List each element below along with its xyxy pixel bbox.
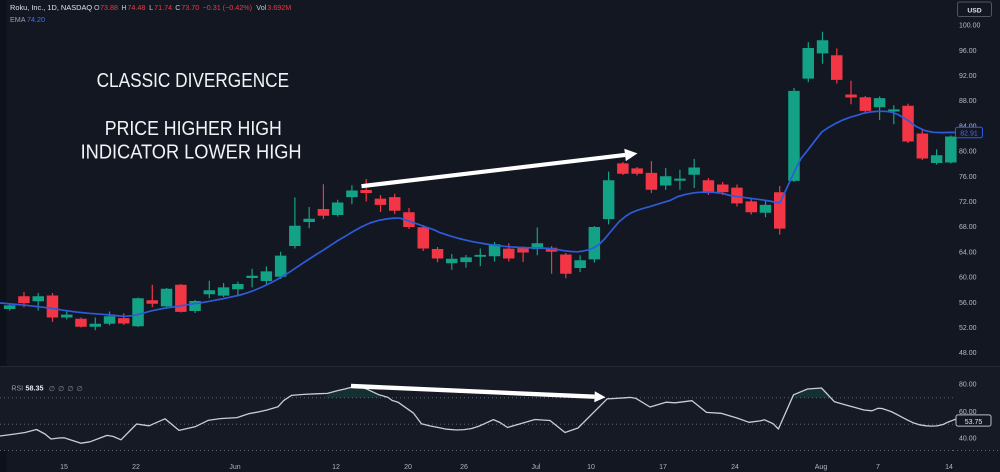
svg-text:15: 15 xyxy=(60,464,68,471)
svg-text:INDICATOR LOWER HIGH: INDICATOR LOWER HIGH xyxy=(81,142,302,164)
svg-text:52.00: 52.00 xyxy=(959,325,977,332)
svg-text:73.88: 73.88 xyxy=(100,3,118,12)
svg-text:Vol: Vol xyxy=(256,3,266,12)
svg-text:∅: ∅ xyxy=(67,386,73,393)
svg-text:22: 22 xyxy=(132,464,140,471)
svg-text:Jun: Jun xyxy=(229,464,240,471)
svg-text:24: 24 xyxy=(731,464,739,471)
svg-text:14: 14 xyxy=(945,464,953,471)
svg-text:17: 17 xyxy=(659,464,667,471)
svg-text:82.91: 82.91 xyxy=(960,131,978,138)
svg-text:L: L xyxy=(149,3,153,12)
svg-text:26: 26 xyxy=(460,464,468,471)
svg-text:−0.31 (−0.42%): −0.31 (−0.42%) xyxy=(203,3,253,12)
svg-text:80.00: 80.00 xyxy=(959,382,977,389)
svg-text:PRICE HIGHER HIGH: PRICE HIGHER HIGH xyxy=(105,118,282,140)
svg-text:72.00: 72.00 xyxy=(959,199,977,206)
svg-text:H: H xyxy=(121,3,126,12)
svg-text:Roku, Inc., 1D, NASDAQ: Roku, Inc., 1D, NASDAQ xyxy=(10,3,92,12)
svg-text:Aug: Aug xyxy=(815,464,828,471)
svg-text:7: 7 xyxy=(876,464,880,471)
svg-text:56.00: 56.00 xyxy=(959,300,977,307)
svg-text:96.00: 96.00 xyxy=(959,48,977,55)
svg-text:64.00: 64.00 xyxy=(959,249,977,256)
svg-text:RSI: RSI xyxy=(11,386,23,393)
svg-text:∅: ∅ xyxy=(58,386,64,393)
svg-text:76.00: 76.00 xyxy=(959,174,977,181)
svg-text:100.00: 100.00 xyxy=(959,23,981,30)
svg-text:73.70: 73.70 xyxy=(181,3,199,12)
svg-text:58.35: 58.35 xyxy=(26,384,44,393)
svg-text:40.00: 40.00 xyxy=(959,436,977,443)
svg-text:80.00: 80.00 xyxy=(959,149,977,156)
svg-text:74.48: 74.48 xyxy=(127,3,145,12)
svg-text:10: 10 xyxy=(587,464,595,471)
svg-text:71.74: 71.74 xyxy=(154,3,172,12)
svg-text:∅: ∅ xyxy=(77,386,83,393)
svg-text:12: 12 xyxy=(332,464,340,471)
svg-text:CLASSIC DIVERGENCE: CLASSIC DIVERGENCE xyxy=(97,70,290,92)
svg-text:C: C xyxy=(175,3,180,12)
svg-text:Jul: Jul xyxy=(532,464,541,471)
svg-text:O: O xyxy=(94,3,100,12)
svg-text:20: 20 xyxy=(404,464,412,471)
svg-text:74.20: 74.20 xyxy=(27,15,45,24)
svg-text:48.00: 48.00 xyxy=(959,350,977,357)
svg-text:88.00: 88.00 xyxy=(959,98,977,105)
svg-text:USD: USD xyxy=(967,7,981,14)
svg-text:60.00: 60.00 xyxy=(959,409,977,416)
svg-text:92.00: 92.00 xyxy=(959,73,977,80)
svg-text:EMA: EMA xyxy=(10,15,26,24)
svg-text:60.00: 60.00 xyxy=(959,275,977,282)
svg-text:68.00: 68.00 xyxy=(959,224,977,231)
svg-text:∅: ∅ xyxy=(49,386,55,393)
svg-text:3.692M: 3.692M xyxy=(267,3,291,12)
svg-text:53.75: 53.75 xyxy=(965,419,983,426)
